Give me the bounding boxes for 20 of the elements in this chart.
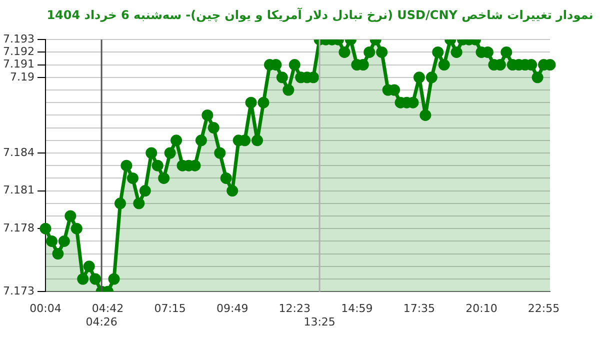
x-tick-label: 14:59 bbox=[341, 302, 373, 316]
y-tick-label: 7.173 bbox=[2, 284, 34, 298]
x-tick-label: 12:23 bbox=[278, 302, 310, 316]
x-tick-label: 17:35 bbox=[403, 302, 436, 316]
x-tick-label: 04:26 bbox=[86, 315, 118, 328]
x-tick-label: 07:15 bbox=[154, 302, 186, 316]
y-tick-label: 7.192 bbox=[2, 45, 34, 58]
y-tick-label: 7.178 bbox=[2, 221, 34, 234]
y-tick-label: 7.191 bbox=[2, 58, 34, 71]
x-tick-label: 13:25 bbox=[304, 315, 336, 328]
x-tick-label: 20:10 bbox=[466, 302, 498, 316]
x-tick-label: 22:55 bbox=[528, 302, 560, 316]
x-tick-label: 04:42 bbox=[92, 302, 124, 316]
y-tick-label: 7.19 bbox=[10, 70, 34, 84]
x-tick-label: 00:04 bbox=[30, 302, 62, 316]
x-tick-label: 09:49 bbox=[216, 302, 248, 316]
y-tick-label: 7.193 bbox=[2, 32, 34, 46]
chart-title: نمودار تغییرات شاخص USD/CNY (نرخ تبادل دلار آمریکا و یوان چین)- سه‌شنبه 6 خرداد 1404 bbox=[46, 6, 594, 24]
y-tick-label: 7.184 bbox=[2, 146, 34, 159]
y-tick-label: 7.181 bbox=[2, 184, 34, 197]
